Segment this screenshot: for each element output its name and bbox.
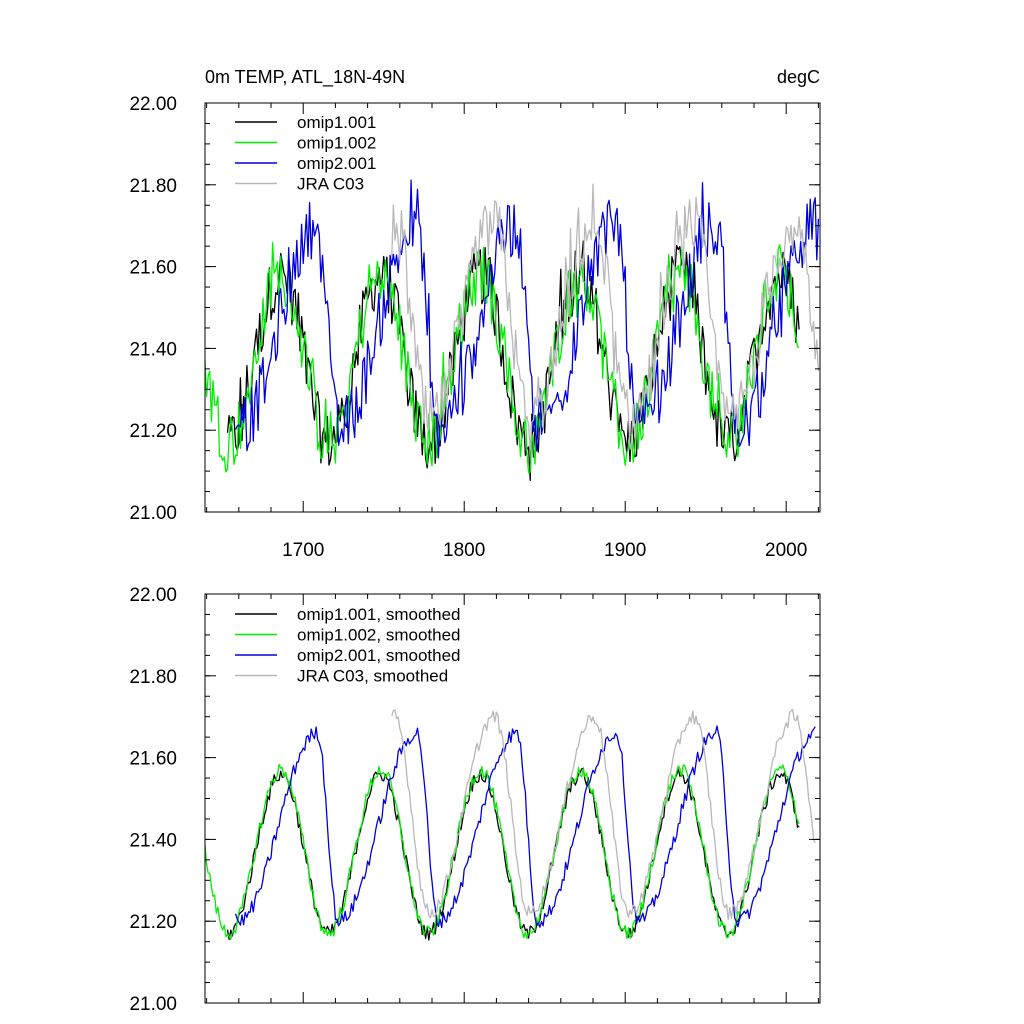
legend-label: omip2.001, smoothed: [297, 646, 461, 665]
x-tick-label: 1700: [282, 540, 324, 561]
series-line-2: [204, 763, 800, 941]
legend-label: omip1.001: [297, 113, 376, 132]
legend-label: omip1.002, smoothed: [297, 626, 461, 645]
top-panel-units: degC: [777, 67, 820, 87]
y-tick-label: 21.20: [129, 421, 177, 442]
y-tick-label: 21.80: [129, 176, 177, 197]
y-tick-label: 21.00: [129, 994, 177, 1015]
legend-label: omip1.001, smoothed: [297, 605, 461, 624]
y-tick-label: 22.00: [129, 94, 177, 115]
series-line-3: [235, 179, 820, 459]
top-panel-title: 0m TEMP, ATL_18N-49N: [205, 67, 405, 88]
y-tick-label: 21.00: [129, 503, 177, 524]
legend-label: omip2.001: [297, 154, 376, 173]
series-line-4: [391, 183, 820, 452]
series-line-4: [391, 709, 816, 921]
bottom-panel: 21.00 21.20 21.40 21.60 21.80 22.00 omip1.001,…: [129, 585, 821, 1015]
series-line-2: [204, 241, 800, 474]
y-tick-label: 21.60: [129, 258, 177, 279]
legend-label: JRA C03, smoothed: [297, 667, 448, 686]
top-panel: 0m TEMP, ATL_18N-49N degC 21.00 21.20 21.4…: [129, 67, 821, 561]
x-tick-label: 1900: [604, 540, 646, 561]
legend-label: omip1.002: [297, 134, 376, 153]
series-line-3: [234, 725, 816, 929]
y-tick-label: 22.00: [129, 585, 177, 606]
y-tick-label: 21.40: [129, 339, 177, 360]
y-tick-label: 21.40: [129, 830, 177, 851]
legend-label: JRA C03: [297, 175, 364, 194]
x-tick-label: 1800: [443, 540, 485, 561]
series-line-1: [226, 240, 800, 481]
x-tick-label: 2000: [765, 540, 807, 561]
y-tick-label: 21.20: [129, 912, 177, 933]
y-tick-label: 21.80: [129, 667, 177, 688]
y-tick-label: 21.60: [129, 749, 177, 770]
